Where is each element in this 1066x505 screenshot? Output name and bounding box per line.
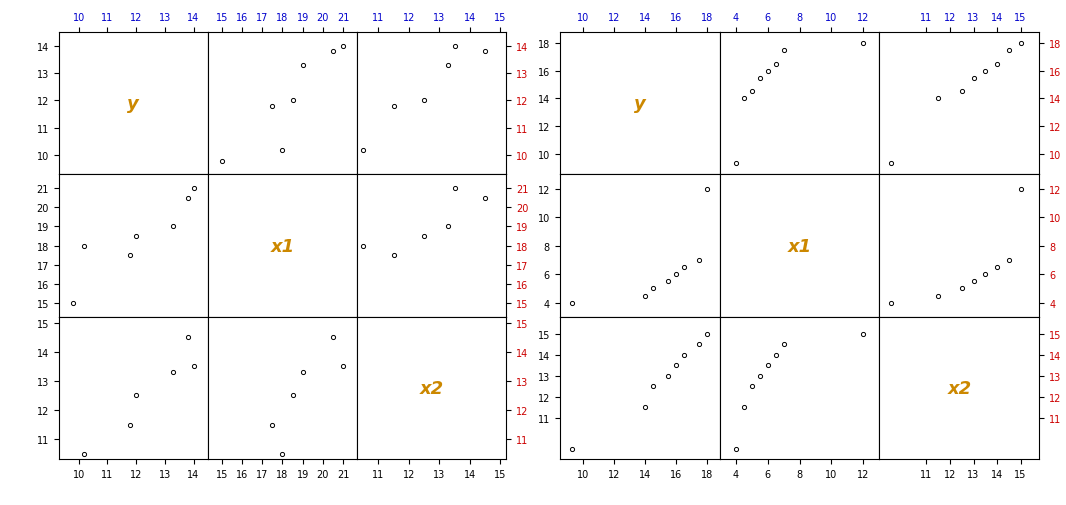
Text: x2: x2 (420, 379, 443, 397)
Text: y: y (127, 95, 140, 113)
Text: x2: x2 (948, 379, 971, 397)
Text: y: y (633, 95, 646, 113)
Text: x1: x1 (788, 237, 811, 255)
Text: x1: x1 (271, 237, 294, 255)
